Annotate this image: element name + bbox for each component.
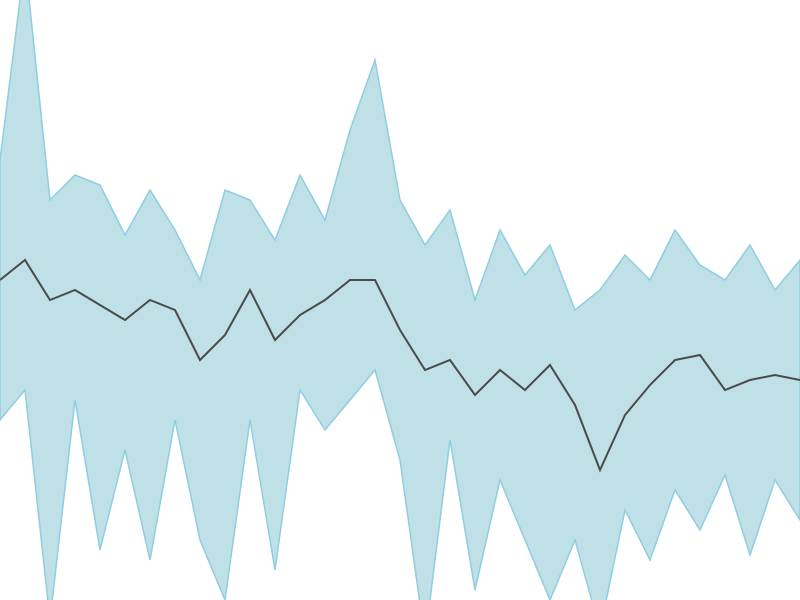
confidence-band-chart xyxy=(0,0,800,600)
confidence-band xyxy=(0,0,800,600)
